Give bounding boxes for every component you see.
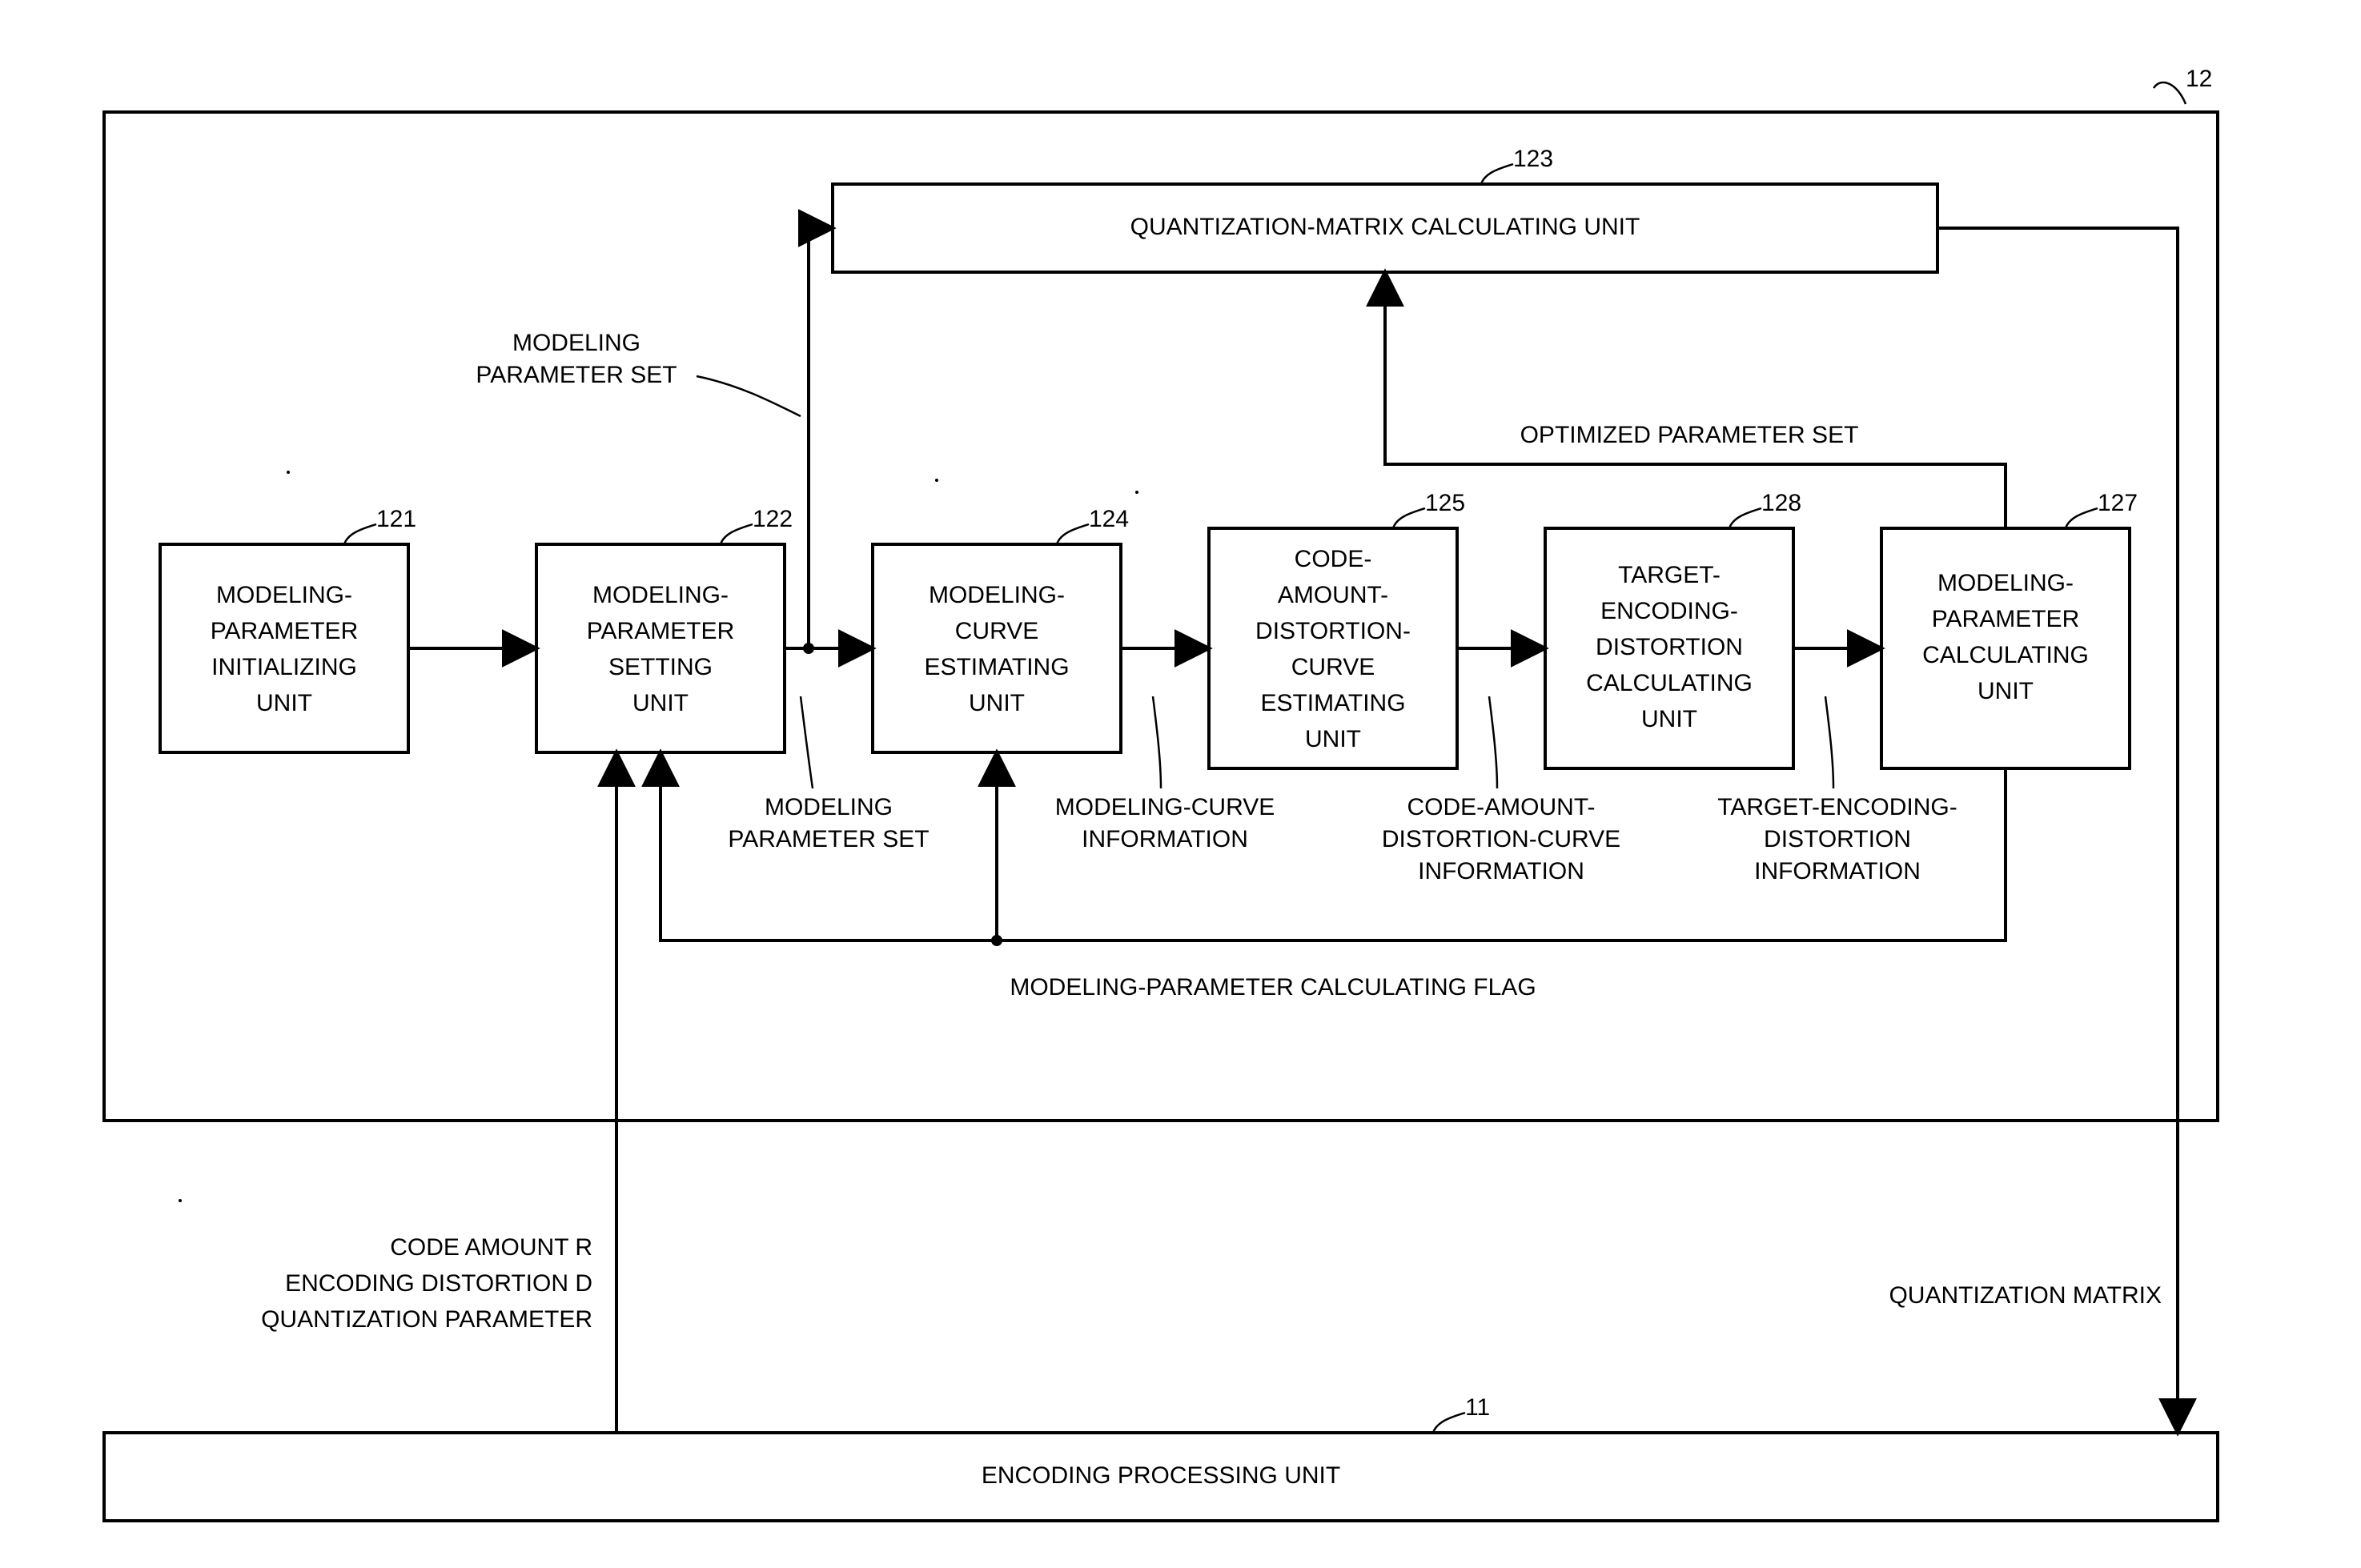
label-128-l4: UNIT [1641, 706, 1697, 732]
sig-mps-mid-l0: MODELING [765, 794, 893, 820]
label-124-l1: CURVE [955, 618, 1038, 644]
label-125-l3: CURVE [1291, 654, 1375, 680]
label-122-l3: UNIT [632, 690, 689, 716]
label-124-l3: UNIT [969, 690, 1025, 716]
label-128-l1: ENCODING- [1600, 598, 1738, 624]
label-122-l1: PARAMETER [587, 618, 734, 644]
label-121-l3: UNIT [256, 690, 312, 716]
label-124-l0: MODELING- [929, 582, 1065, 608]
sig-codeR-l2: QUANTIZATION PARAMETER [261, 1306, 592, 1333]
label-124-l2: ESTIMATING [924, 654, 1069, 680]
label-125-l2: DISTORTION- [1255, 618, 1411, 644]
sig-cadc-l2: INFORMATION [1418, 858, 1584, 884]
label-125-l5: UNIT [1305, 726, 1361, 752]
sig-ted-l0: TARGET-ENCODING- [1717, 794, 1957, 820]
sig-optimized-param-set: OPTIMIZED PARAMETER SET [1520, 422, 1859, 448]
sig-codeR-l1: ENCODING DISTORTION D [285, 1270, 592, 1297]
ref-124: 124 [1089, 506, 1129, 532]
speck [287, 471, 290, 474]
label-127-l3: UNIT [1978, 678, 2034, 704]
ref-11-leader [1433, 1413, 1465, 1433]
label-127-l2: CALCULATING [1922, 642, 2089, 668]
ref-12: 12 [2186, 66, 2212, 92]
label-122-l2: SETTING [608, 654, 713, 680]
label-125-l1: AMOUNT- [1278, 582, 1388, 608]
sig-mci-l0: MODELING-CURVE [1055, 794, 1275, 820]
ref-125: 125 [1425, 490, 1465, 516]
sig-modeling-param-set-top-l1: PARAMETER SET [476, 362, 677, 388]
speck [935, 479, 938, 482]
ref-127: 127 [2098, 490, 2138, 516]
ref-128: 128 [1761, 490, 1801, 516]
label-121-l0: MODELING- [216, 582, 352, 608]
box-122 [536, 544, 785, 752]
sig-codeR-l0: CODE AMOUNT R [390, 1234, 592, 1261]
sig-ted-l1: DISTORTION [1764, 826, 1911, 852]
ref-11: 11 [1465, 1394, 1490, 1421]
sig-mps-mid-l1: PARAMETER SET [728, 826, 929, 852]
sig-flag: MODELING-PARAMETER CALCULATING FLAG [1010, 974, 1536, 1001]
ref-121: 121 [376, 506, 416, 532]
ref-122: 122 [753, 506, 793, 532]
ref-123: 123 [1513, 146, 1553, 172]
box-121 [160, 544, 408, 752]
label-128-l3: CALCULATING [1586, 670, 1753, 696]
label-128-l2: DISTORTION [1596, 634, 1743, 660]
speck [1135, 491, 1138, 494]
sig-qmatrix: QUANTIZATION MATRIX [1889, 1282, 2162, 1309]
label-127-l1: PARAMETER [1932, 606, 2079, 632]
label-121-l2: INITIALIZING [211, 654, 357, 680]
label-127-l0: MODELING- [1937, 570, 2074, 596]
label-128-l0: TARGET- [1618, 562, 1721, 588]
box-124 [873, 544, 1121, 752]
block-diagram: 12 QUANTIZATION-MATRIX CALCULATING UNIT … [0, 0, 2361, 1568]
label-qmcalc: QUANTIZATION-MATRIX CALCULATING UNIT [1130, 214, 1640, 240]
sig-modeling-param-set-top-l0: MODELING [512, 330, 640, 356]
sig-ted-l2: INFORMATION [1754, 858, 1921, 884]
ref-12-leader [2154, 82, 2186, 104]
sig-cadc-l0: CODE-AMOUNT- [1407, 794, 1596, 820]
label-125-l4: ESTIMATING [1260, 690, 1405, 716]
label-121-l1: PARAMETER [211, 618, 358, 644]
sig-mci-l1: INFORMATION [1082, 826, 1248, 852]
speck [179, 1199, 182, 1202]
sig-cadc-l1: DISTORTION-CURVE [1382, 826, 1620, 852]
label-125-l0: CODE- [1295, 546, 1372, 572]
label-122-l0: MODELING- [592, 582, 729, 608]
label-enc: ENCODING PROCESSING UNIT [982, 1462, 1340, 1489]
